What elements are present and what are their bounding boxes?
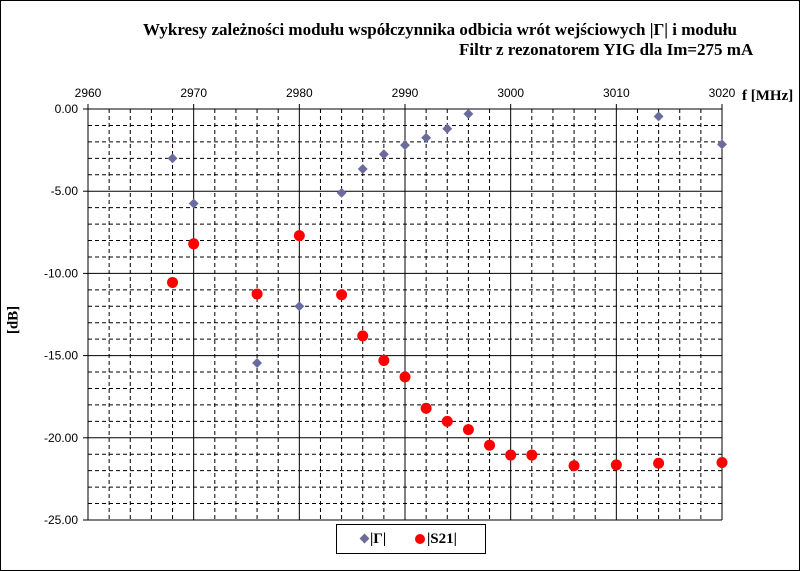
s21-point	[568, 460, 580, 472]
x-tick-label: 2970	[180, 86, 207, 100]
s21-point	[167, 276, 179, 288]
gamma-point	[252, 358, 263, 368]
chart-subtitle: Filtr z rezonatorem YIG dla Im=275 mA	[459, 40, 754, 59]
x-tick-label: 2980	[286, 86, 313, 100]
x-tick-label: 2990	[392, 86, 419, 100]
s21-point	[336, 289, 348, 301]
s21-point	[462, 424, 474, 436]
gamma-point	[442, 123, 453, 134]
s21-point	[378, 355, 390, 367]
gamma-point	[357, 164, 368, 174]
y-tick-label: -20.00	[44, 431, 78, 445]
x-axis-label: f [MHz]	[742, 88, 794, 104]
gamma-point	[653, 111, 664, 122]
s21-point	[505, 449, 517, 461]
s21-point	[484, 439, 496, 451]
gamma-point	[463, 108, 474, 119]
gamma-point	[188, 198, 199, 209]
x-tick-label: 2960	[75, 86, 102, 100]
x-tick-label: 3000	[497, 86, 524, 100]
gamma-point	[378, 149, 389, 160]
grid-lines	[83, 104, 723, 521]
s21-point	[420, 402, 432, 414]
y-tick-label: 0.00	[55, 102, 79, 116]
s21-point	[716, 456, 728, 468]
x-tick-label: 3020	[709, 86, 736, 100]
legend-marker-s21	[415, 534, 425, 544]
s21-point	[610, 459, 622, 471]
s21-point	[188, 238, 200, 250]
legend: |Γ| |S21|	[336, 524, 486, 554]
legend-marker-gamma	[359, 533, 370, 544]
x-tick-label: 3010	[603, 86, 630, 100]
s21-point	[441, 415, 453, 427]
y-tick-label: -10.00	[44, 266, 78, 280]
y-tick-label: -25.00	[44, 513, 78, 527]
gamma-point	[421, 132, 432, 143]
s21-point	[526, 449, 538, 461]
gamma-point	[400, 140, 410, 151]
legend-label-s21: |S21|	[427, 531, 457, 547]
s21-point	[251, 288, 263, 300]
y-tick-label: -5.00	[51, 184, 79, 198]
tick-labels: 2960 2970 2980 2990 3000 3010 3020 0.00 -5.00 -10…	[44, 86, 736, 527]
s21-point	[399, 371, 411, 383]
s21-point	[293, 230, 305, 242]
y-tick-label: -15.00	[44, 349, 78, 363]
s21-point	[357, 330, 369, 342]
gamma-point	[336, 187, 347, 198]
legend-label-gamma: |Γ|	[370, 531, 387, 547]
gamma-point	[717, 139, 727, 150]
gamma-point	[294, 301, 305, 312]
data-points	[167, 108, 728, 472]
s21-point	[653, 457, 665, 469]
legend-swatches	[359, 533, 425, 544]
gamma-point	[167, 153, 178, 164]
chart-title: Wykresy zależności modułu współczynnika …	[143, 20, 737, 39]
